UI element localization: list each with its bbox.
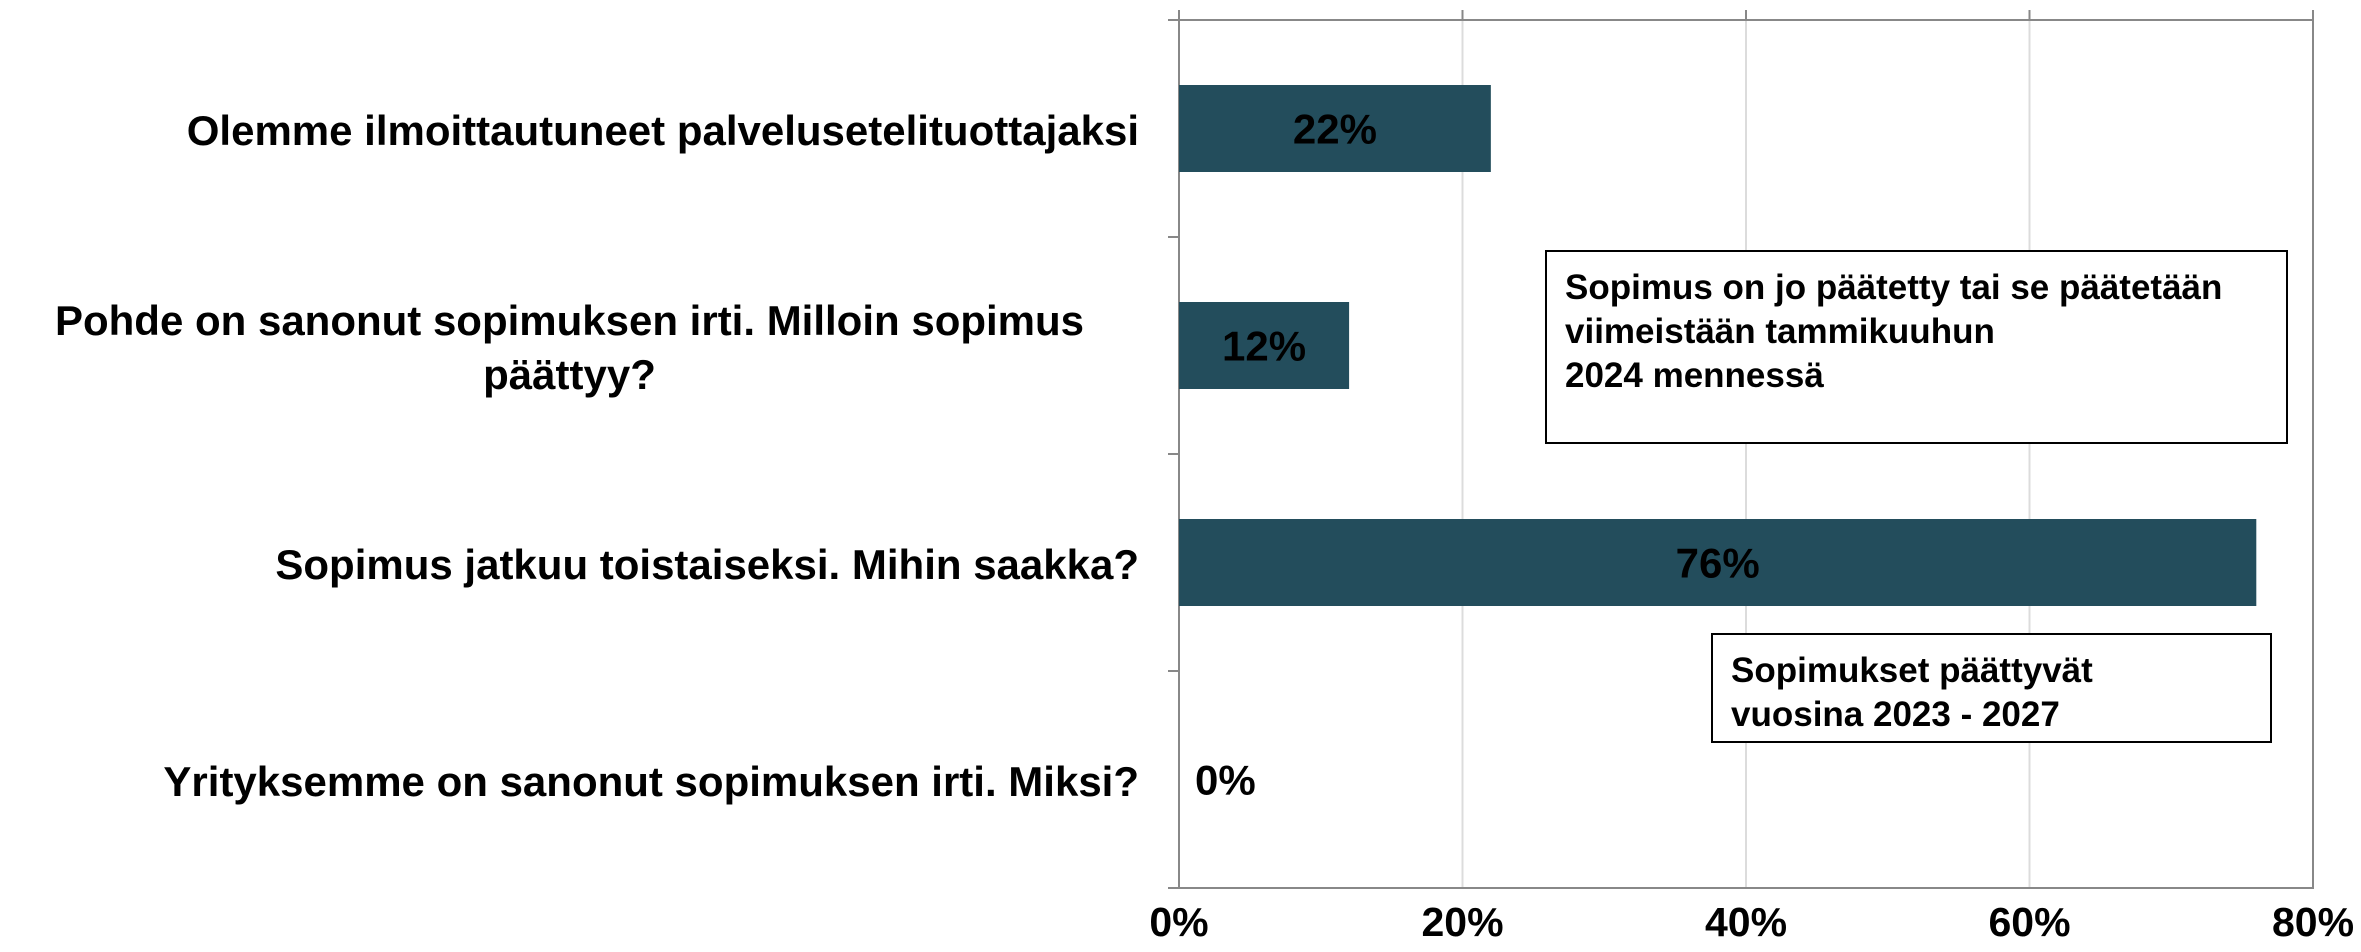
value-label: 76% [1676, 540, 1760, 587]
category-label: Yrityksemme on sanonut sopimuksen irti. … [163, 757, 1139, 805]
category-label: Pohde on sanonut sopimuksen irti. Milloi… [54, 296, 1085, 398]
annotation-box: Sopimukset päättyvät vuosina 2023 - 2027 [1711, 633, 2272, 743]
bar [1179, 85, 1491, 172]
bar [1179, 302, 1350, 389]
annotation-line: Sopimus on jo päätetty tai se päätetään [1565, 268, 2223, 307]
annotation-line: 2024 mennessä [1565, 356, 1824, 395]
value-label: 12% [1222, 323, 1306, 370]
value-label: 0% [1195, 757, 1256, 804]
x-tick-label: 0% [1149, 899, 1208, 945]
bar [1179, 519, 2257, 606]
category-label: Olemme ilmoittautuneet palvelusetelituot… [186, 106, 1139, 154]
x-tick-label: 60% [1988, 899, 2070, 945]
annotation-line: vuosina 2023 - 2027 [1731, 695, 2060, 734]
annotation-box: Sopimus on jo päätetty tai se päätetään v… [1545, 250, 2288, 444]
annotation-line: viimeistään tammikuuhun [1565, 312, 1995, 351]
annotation-line: Sopimukset päättyvät [1731, 651, 2093, 690]
value-label: 22% [1293, 106, 1377, 153]
x-tick-label: 20% [1421, 899, 1503, 945]
category-label: Sopimus jatkuu toistaiseksi. Mihin saakk… [275, 540, 1139, 588]
x-tick-label: 40% [1705, 899, 1787, 945]
x-tick-label: 80% [2272, 899, 2354, 945]
